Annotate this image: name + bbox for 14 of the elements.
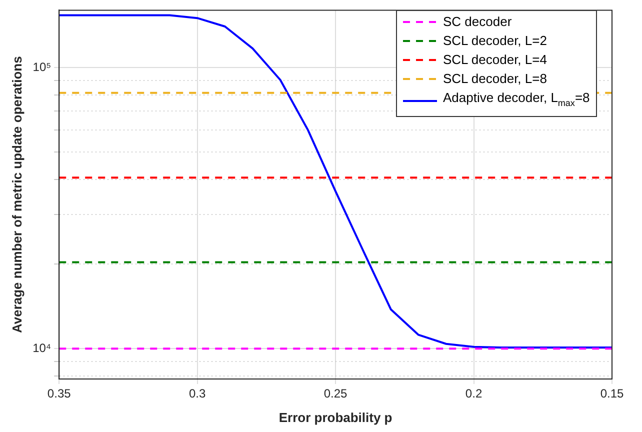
x-tick-label: 0.35 [47, 386, 72, 401]
y-tick-label: 10⁴ [32, 340, 52, 355]
x-tick-label: 0.3 [188, 386, 206, 401]
y-axis-title: Average number of metric update operations [9, 56, 24, 334]
x-tick-label: 0.15 [600, 386, 624, 401]
legend-label: SCL decoder, L=2 [443, 32, 547, 50]
legend-label: Adaptive decoder, L$_{max}$=8 [443, 89, 590, 110]
legend-label: SCL decoder, L=4 [443, 51, 547, 70]
x-axis-title: Error probability p [278, 410, 392, 425]
y-tick-label: 10⁵ [32, 60, 52, 74]
legend-label: SCL decoder, L=8 [443, 70, 547, 88]
legend-label: SC decoder [443, 13, 512, 32]
x-tick-label: 0.25 [324, 386, 348, 401]
x-tick-label: 0.2 [465, 386, 482, 401]
